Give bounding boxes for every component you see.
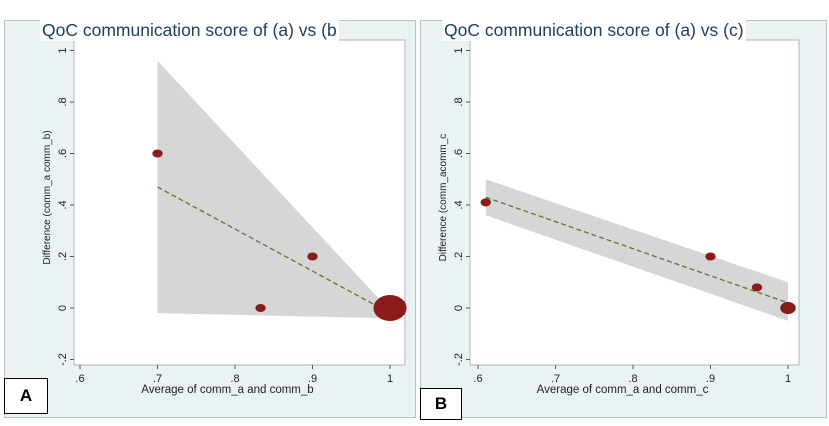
y-tick-label-b-4: .6	[453, 149, 465, 158]
x-tick-label-b-1: .7	[551, 373, 560, 385]
y-tick-label-a-1: 0	[57, 305, 69, 311]
data-point-a-3	[373, 295, 407, 321]
y-tick-label-a-6: 1	[57, 47, 69, 53]
ci-band-a	[157, 60, 390, 319]
y-tick-label-b-2: .2	[453, 252, 465, 261]
y-tick-label-a-0: -.2	[57, 353, 69, 366]
y-tick-label-a-3: .4	[57, 200, 69, 209]
x-axis-label-a: Average of comm_a and comm_b	[141, 384, 313, 396]
data-point-b-1	[705, 252, 716, 261]
fit-line-b	[485, 196, 789, 304]
panel-label-b: B	[420, 388, 462, 420]
data-point-a-2	[307, 252, 318, 261]
x-tick-label-a-0: .6	[75, 373, 84, 385]
x-axis-label-b: Average of comm_a and comm_c	[537, 384, 709, 396]
x-tick-label-a-2: .8	[230, 373, 239, 385]
fit-line-a	[157, 186, 391, 314]
x-tick-label-b-2: .8	[628, 373, 637, 385]
y-tick-label-b-1: 0	[453, 305, 465, 311]
y-axis-label-a: Difference (comm_a comm_b)	[42, 130, 53, 264]
data-point-b-2	[751, 283, 763, 292]
x-tick-label-b-4: 1	[785, 373, 791, 385]
y-tick-label-a-2: .2	[57, 252, 69, 261]
data-point-a-0	[152, 149, 163, 158]
y-tick-label-b-6: 1	[453, 47, 465, 53]
data-point-b-3	[780, 301, 796, 315]
y-tick-label-b-3: .4	[453, 200, 465, 209]
chart-title-a: QoC communication score of (a) vs (b	[40, 20, 339, 41]
panel-label-a: A	[4, 378, 48, 414]
x-tick-label-b-0: .6	[473, 373, 482, 385]
chart-title-b: QoC communication score of (a) vs (c)	[442, 20, 746, 41]
y-tick-label-a-4: .6	[57, 149, 69, 158]
y-tick-label-a-5: .8	[57, 97, 69, 106]
y-axis-label-b: Difference (comm_acomm_c	[438, 134, 449, 262]
x-tick-label-a-1: .7	[153, 373, 162, 385]
data-point-b-0	[480, 198, 491, 207]
y-tick-label-b-0: -.2	[453, 353, 465, 366]
x-tick-label-a-4: 1	[387, 373, 393, 385]
y-tick-label-b-5: .8	[453, 97, 465, 106]
x-tick-label-b-3: .9	[706, 373, 715, 385]
data-point-a-1	[255, 303, 266, 313]
x-tick-label-a-3: .9	[308, 373, 317, 385]
